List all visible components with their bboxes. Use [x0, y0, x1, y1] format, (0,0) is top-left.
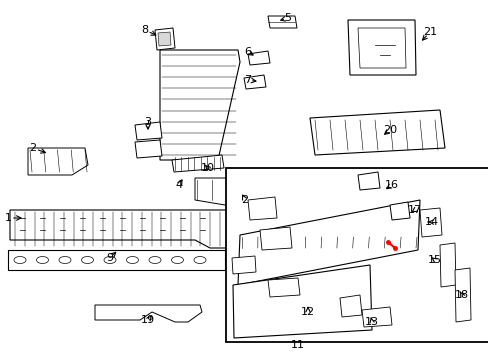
- Text: 16: 16: [384, 180, 398, 190]
- Ellipse shape: [149, 256, 161, 264]
- Polygon shape: [28, 148, 88, 175]
- Text: 18: 18: [454, 290, 468, 300]
- Polygon shape: [419, 208, 441, 237]
- Polygon shape: [160, 50, 240, 160]
- Polygon shape: [158, 32, 171, 46]
- Text: 21: 21: [422, 27, 436, 37]
- Polygon shape: [8, 250, 224, 270]
- Polygon shape: [267, 16, 296, 28]
- Text: 8: 8: [141, 25, 148, 35]
- Polygon shape: [357, 28, 405, 68]
- Polygon shape: [135, 122, 162, 140]
- Polygon shape: [454, 268, 470, 322]
- Ellipse shape: [104, 256, 116, 264]
- Polygon shape: [309, 110, 444, 155]
- Polygon shape: [232, 265, 371, 338]
- Polygon shape: [247, 197, 276, 220]
- Polygon shape: [135, 140, 162, 158]
- Text: 4: 4: [175, 180, 182, 190]
- Ellipse shape: [37, 256, 48, 264]
- Ellipse shape: [14, 256, 26, 264]
- Ellipse shape: [171, 256, 183, 264]
- Text: 17: 17: [407, 205, 421, 215]
- Polygon shape: [339, 295, 361, 317]
- Text: 1: 1: [4, 213, 12, 223]
- Ellipse shape: [59, 256, 71, 264]
- Ellipse shape: [81, 256, 93, 264]
- Ellipse shape: [126, 256, 138, 264]
- Polygon shape: [231, 256, 256, 274]
- Text: 3: 3: [144, 117, 151, 127]
- Polygon shape: [260, 227, 291, 250]
- Polygon shape: [95, 305, 202, 322]
- Polygon shape: [195, 178, 245, 205]
- Text: 19: 19: [141, 315, 155, 325]
- Polygon shape: [247, 51, 269, 65]
- Text: 5: 5: [284, 13, 291, 23]
- Polygon shape: [267, 278, 299, 297]
- Text: 11: 11: [290, 340, 305, 350]
- Polygon shape: [155, 28, 175, 50]
- Polygon shape: [347, 20, 415, 75]
- Text: 15: 15: [427, 255, 441, 265]
- Polygon shape: [439, 243, 455, 287]
- Bar: [225, 168, 488, 342]
- Polygon shape: [357, 172, 379, 190]
- Text: 12: 12: [300, 307, 314, 317]
- Text: 20: 20: [382, 125, 396, 135]
- Polygon shape: [172, 155, 224, 172]
- Text: 6: 6: [244, 47, 251, 57]
- Text: 2: 2: [29, 143, 37, 153]
- Polygon shape: [361, 307, 391, 327]
- Polygon shape: [10, 210, 227, 248]
- Polygon shape: [238, 200, 419, 285]
- Polygon shape: [244, 75, 265, 89]
- Text: 14: 14: [424, 217, 438, 227]
- Ellipse shape: [194, 256, 205, 264]
- Text: 13: 13: [364, 317, 378, 327]
- Text: 2: 2: [241, 195, 248, 205]
- Text: 7: 7: [244, 75, 251, 85]
- Text: 9: 9: [106, 253, 113, 263]
- Text: 10: 10: [201, 163, 215, 173]
- Polygon shape: [389, 202, 409, 220]
